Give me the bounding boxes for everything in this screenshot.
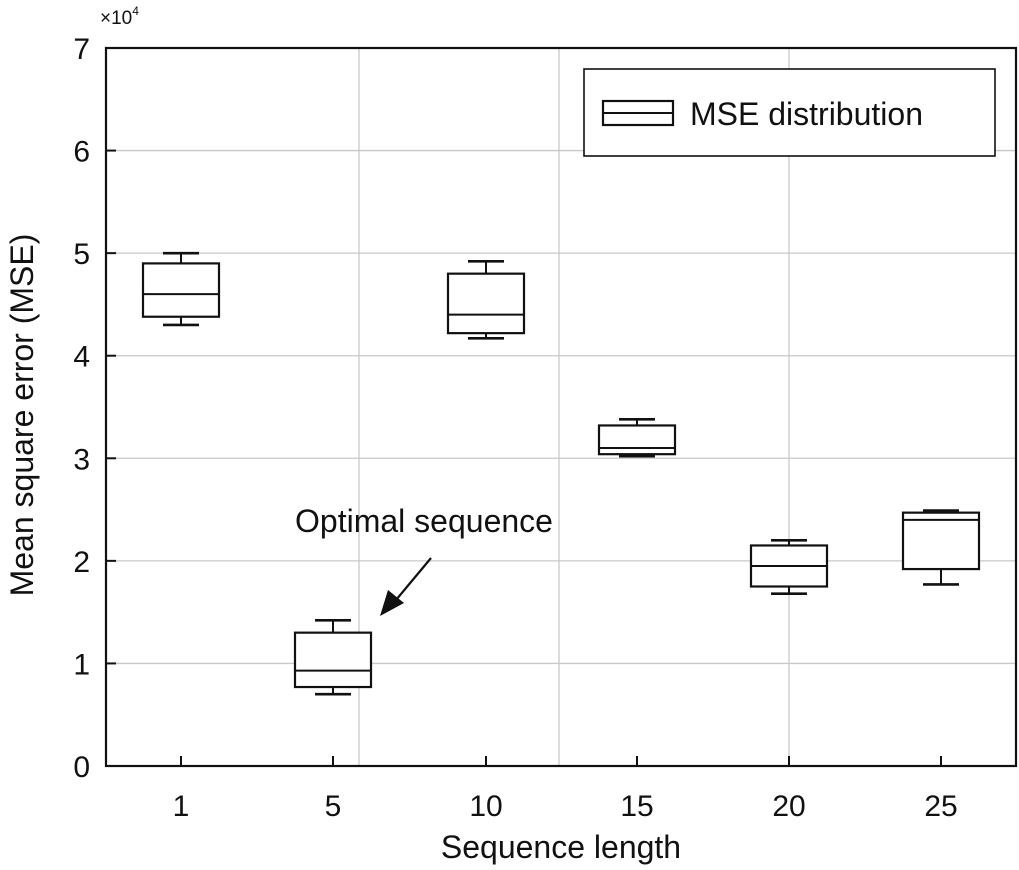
legend: MSE distribution (583, 68, 996, 157)
grid-lines (106, 48, 1016, 766)
box-group-10 (446, 260, 526, 340)
box-group-15 (597, 418, 677, 458)
y-tick-label: 2 (73, 546, 90, 579)
annotation-text: Optimal sequence (295, 503, 553, 539)
y-axis-label: Mean square error (MSE) (4, 234, 40, 597)
legend-entry-label: MSE distribution (690, 96, 923, 132)
box-group-25 (901, 509, 981, 586)
iqr-box (141, 262, 221, 318)
plot-frame (104, 46, 1018, 768)
y-tick-label: 4 (73, 341, 90, 374)
annotation-arrowhead-icon (380, 590, 404, 616)
x-tick-label: 15 (620, 790, 653, 823)
iqr-box (446, 272, 526, 335)
x-tick-label: 20 (772, 790, 805, 823)
iqr-box (597, 424, 677, 456)
x-tick-label: 10 (469, 790, 502, 823)
box-plot-series (141, 251, 981, 696)
annotation-arrow-line (395, 557, 432, 601)
iqr-box (293, 631, 373, 689)
y-multiplier-label: ×104 (100, 4, 139, 29)
y-tick-label: 0 (73, 751, 90, 784)
y-tick-label: 5 (73, 238, 90, 271)
box-group-20 (749, 539, 829, 595)
x-tick-label: 5 (325, 790, 342, 823)
iqr-box (901, 511, 981, 571)
x-tick-label: 25 (924, 790, 957, 823)
optimal-sequence-annotation: Optimal sequence (295, 503, 553, 616)
y-tick-label: 1 (73, 648, 90, 681)
y-tick-label: 6 (73, 136, 90, 169)
x-axis-label: Sequence length (441, 829, 681, 865)
x-tick-label: 1 (173, 790, 190, 823)
y-tick-label: 3 (73, 443, 90, 476)
box-group-5 (293, 619, 373, 696)
box-group-1 (141, 251, 221, 327)
y-tick-label: 7 (73, 33, 90, 66)
